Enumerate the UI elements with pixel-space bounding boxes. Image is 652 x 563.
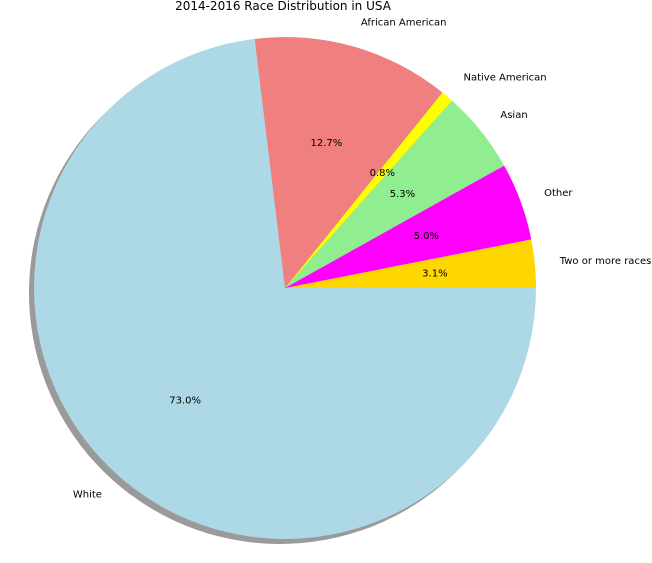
category-label-white: White xyxy=(73,490,102,501)
category-label-two-or-more-races: Two or more races xyxy=(559,256,652,267)
pie-slices xyxy=(34,37,537,539)
pct-label-asian: 5.3% xyxy=(390,189,415,200)
category-label-other: Other xyxy=(544,188,573,199)
slice-two-or-more-races xyxy=(285,239,536,288)
pct-label-other: 5.0% xyxy=(414,231,439,242)
pct-label-native-american: 0.8% xyxy=(370,168,395,179)
slice-african-american xyxy=(254,37,443,288)
category-label-asian: Asian xyxy=(500,110,527,121)
slice-asian xyxy=(285,100,505,288)
chart-title: 2014-2016 Race Distribution in USA xyxy=(175,0,392,13)
slice-native-american xyxy=(285,92,453,288)
slice-white xyxy=(34,38,537,539)
slice-other xyxy=(285,165,532,288)
pie-labels: 3.1% Two or more races 5.0% Other 5.3% Asian 0… xyxy=(73,18,651,501)
pct-label-two-or-more-races: 3.1% xyxy=(422,268,447,279)
category-label-african-american: African American xyxy=(361,18,447,29)
pct-label-white: 73.0% xyxy=(169,396,201,407)
pct-label-african-american: 12.7% xyxy=(310,138,342,149)
category-label-native-american: Native American xyxy=(463,72,546,83)
